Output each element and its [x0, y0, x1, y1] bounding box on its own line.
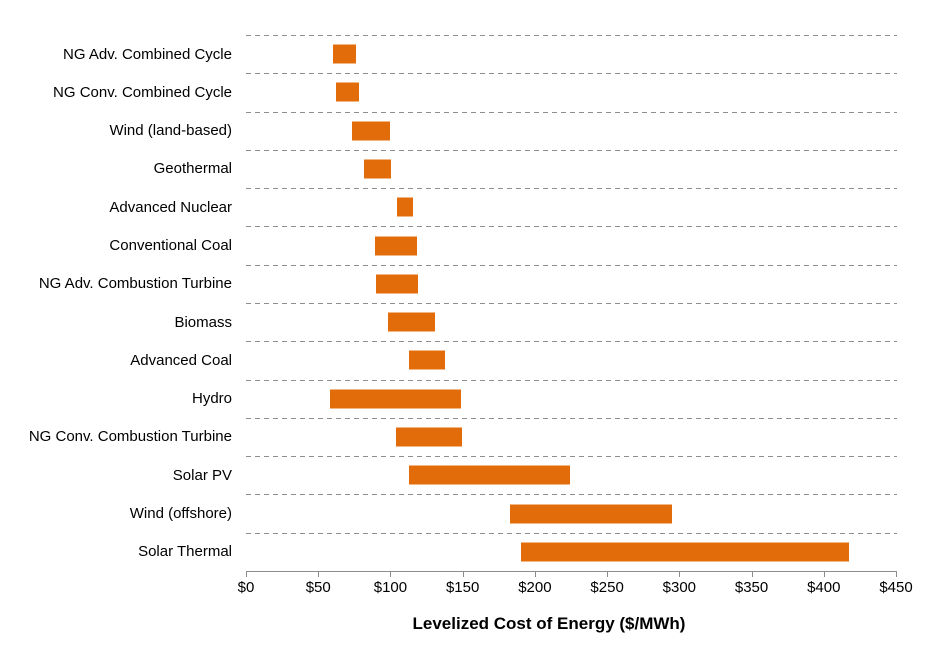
chart-row	[246, 303, 897, 341]
chart-row	[246, 494, 897, 532]
x-tick-label: $50	[305, 579, 331, 596]
x-tick-mark	[462, 571, 464, 577]
x-tick-label: $250	[590, 579, 624, 596]
category-gridline	[246, 532, 897, 534]
range-bar	[396, 427, 463, 447]
range-bar	[375, 236, 417, 256]
category-gridline	[246, 456, 897, 458]
range-bar	[332, 44, 356, 64]
category-gridline	[246, 188, 897, 190]
x-tick-mark	[607, 571, 609, 577]
range-bar	[330, 389, 462, 409]
x-axis-title: Levelized Cost of Energy ($/MWh)	[412, 614, 686, 633]
x-tick-mark	[534, 571, 536, 577]
x-tick-mark	[751, 571, 753, 577]
range-bar	[376, 274, 418, 294]
range-bar	[363, 159, 391, 179]
range-bar	[387, 312, 435, 332]
x-tick-mark	[390, 571, 392, 577]
x-tick-mark	[318, 571, 320, 577]
x-tick-label: $450	[879, 579, 913, 596]
x-tick-mark	[823, 571, 825, 577]
category-label: Solar PV	[172, 466, 232, 484]
range-bar	[408, 465, 571, 485]
x-tick-label: $350	[734, 579, 769, 596]
x-tick-mark	[246, 571, 247, 577]
chart-row	[246, 188, 897, 226]
category-gridline	[246, 226, 897, 228]
category-gridline	[246, 73, 897, 75]
category-label: NG Adv. Combustion Turbine	[38, 275, 232, 293]
x-tick-label: $0	[237, 579, 255, 596]
x-tick-mark	[896, 571, 897, 577]
range-bar	[408, 350, 446, 370]
range-bar	[396, 197, 413, 217]
chart-row	[246, 532, 897, 571]
category-gridline	[246, 35, 897, 36]
category-gridline	[246, 417, 897, 419]
category-label: Advanced Nuclear	[109, 198, 232, 216]
chart-row	[246, 73, 897, 111]
x-tick-mark	[679, 571, 681, 577]
x-tick-label: $200	[518, 579, 552, 596]
range-bar	[520, 542, 850, 562]
chart-row	[246, 341, 897, 379]
category-label: Solar Thermal	[138, 543, 232, 561]
x-tick-label: $100	[373, 579, 408, 596]
category-label: NG Conv. Combined Cycle	[53, 83, 232, 101]
category-label: Hydro	[191, 390, 232, 408]
x-tick-label: $400	[807, 579, 841, 596]
range-bar	[352, 121, 391, 141]
category-gridline	[246, 111, 897, 113]
category-label: Geothermal	[153, 160, 232, 178]
category-gridline	[246, 494, 897, 496]
chart-row	[246, 149, 897, 188]
chart-row	[246, 456, 897, 494]
chart-row	[246, 417, 897, 456]
category-label: Wind (land-based)	[109, 122, 232, 140]
category-gridline	[246, 303, 897, 304]
chart-row	[246, 111, 897, 150]
chart-row	[246, 35, 897, 73]
range-bar	[510, 504, 672, 524]
category-label: NG Conv. Combustion Turbine	[28, 428, 232, 446]
category-label: Advanced Coal	[130, 351, 232, 369]
x-tick-label: $300	[662, 579, 697, 596]
chart-row	[246, 264, 897, 303]
x-tick-label: $150	[445, 579, 480, 596]
category-label: Biomass	[174, 313, 232, 331]
category-gridline	[246, 149, 897, 151]
chart-row	[246, 379, 897, 418]
category-label: Wind (offshore)	[129, 505, 232, 523]
plot-area	[246, 35, 897, 571]
category-gridline	[246, 341, 897, 343]
x-axis-line	[246, 571, 897, 572]
range-bar	[336, 82, 359, 102]
category-gridline	[246, 379, 897, 381]
chart-row	[246, 226, 897, 264]
category-label: Conventional Coal	[109, 237, 232, 255]
category-label: NG Adv. Combined Cycle	[63, 45, 232, 63]
category-gridline	[246, 264, 897, 266]
